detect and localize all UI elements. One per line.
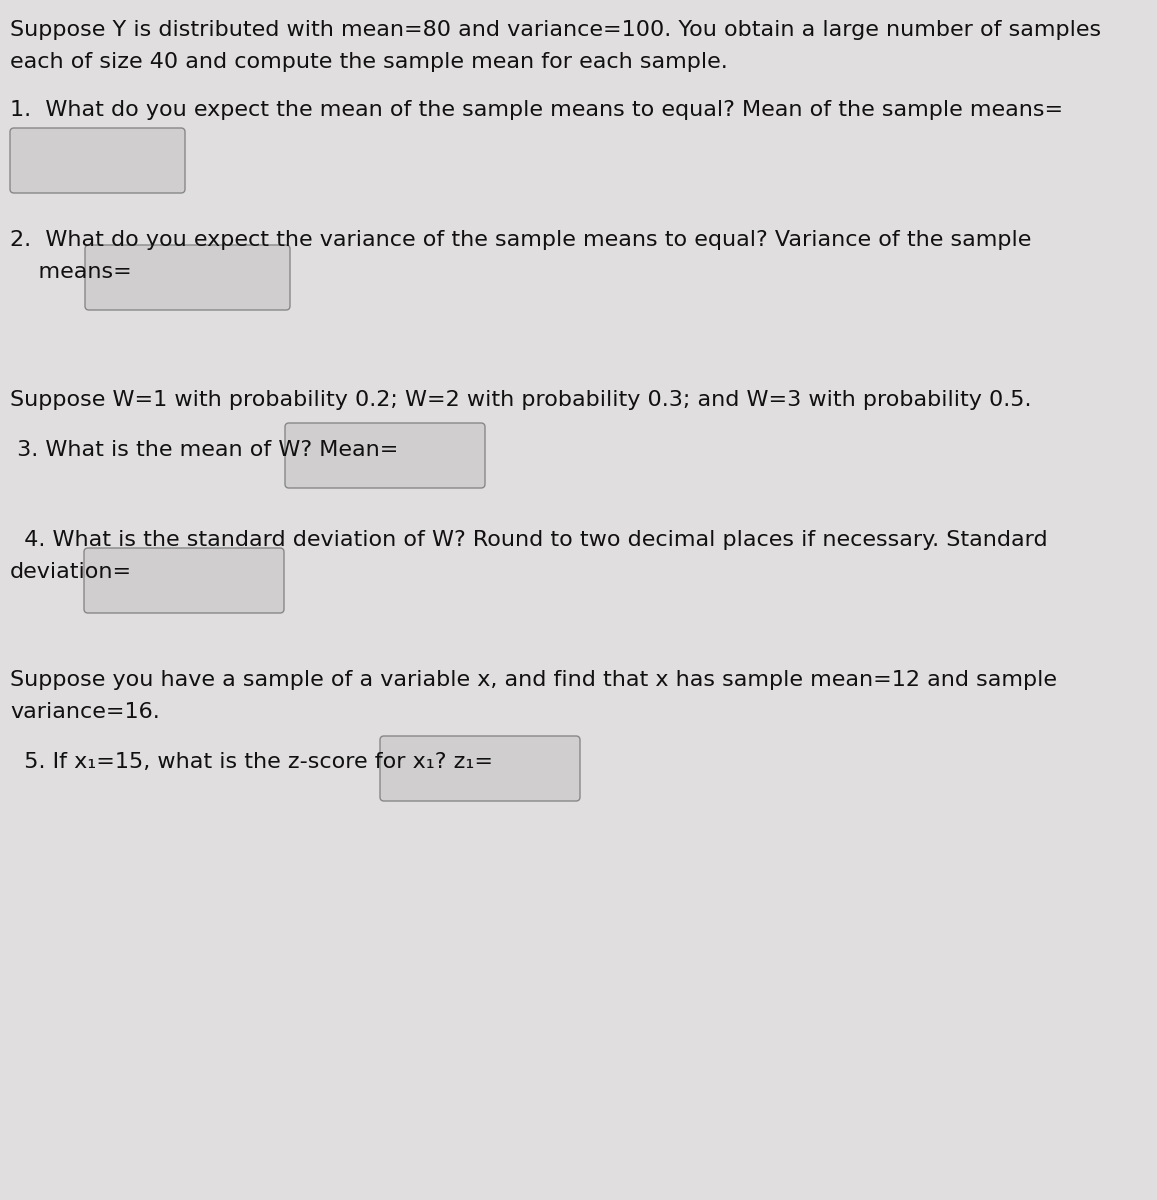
FancyBboxPatch shape	[379, 736, 580, 802]
FancyBboxPatch shape	[285, 422, 485, 488]
Text: 5. If x₁=15, what is the z-score for x₁? z₁=: 5. If x₁=15, what is the z-score for x₁?…	[10, 752, 493, 772]
Text: 2.  What do you expect the variance of the sample means to equal? Variance of th: 2. What do you expect the variance of th…	[10, 230, 1031, 250]
FancyBboxPatch shape	[10, 128, 185, 193]
Text: deviation=: deviation=	[10, 562, 132, 582]
Text: 3. What is the mean of W? Mean=: 3. What is the mean of W? Mean=	[10, 440, 398, 460]
Text: means=: means=	[10, 262, 132, 282]
Text: 1.  What do you expect the mean of the sample means to equal? Mean of the sample: 1. What do you expect the mean of the sa…	[10, 100, 1063, 120]
Text: each of size 40 and compute the sample mean for each sample.: each of size 40 and compute the sample m…	[10, 52, 728, 72]
Text: 4. What is the standard deviation of W? Round to two decimal places if necessary: 4. What is the standard deviation of W? …	[10, 530, 1047, 550]
Text: variance=16.: variance=16.	[10, 702, 160, 722]
FancyBboxPatch shape	[84, 245, 290, 310]
FancyBboxPatch shape	[84, 548, 283, 613]
Text: Suppose Y is distributed with mean=80 and variance=100. You obtain a large numbe: Suppose Y is distributed with mean=80 an…	[10, 20, 1101, 40]
Text: Suppose you have a sample of a variable x, and find that x has sample mean=12 an: Suppose you have a sample of a variable …	[10, 670, 1057, 690]
Text: Suppose W=1 with probability 0.2; W=2 with probability 0.3; and W=3 with probabi: Suppose W=1 with probability 0.2; W=2 wi…	[10, 390, 1032, 410]
